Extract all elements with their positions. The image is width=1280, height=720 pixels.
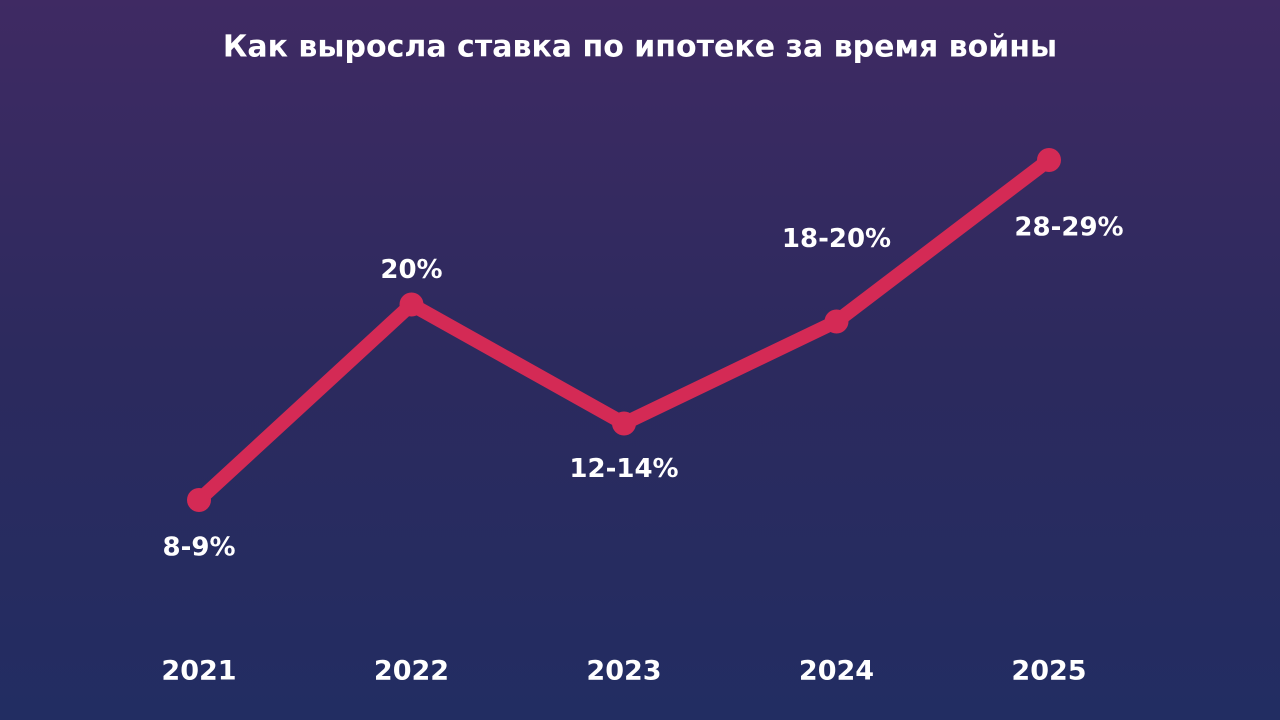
x-tick-label: 2021 [161,656,236,687]
data-label: 8-9% [162,533,235,563]
data-point [187,488,211,512]
data-label: 28-29% [1014,213,1123,243]
x-tick-label: 2024 [799,656,874,687]
data-point [399,292,424,317]
x-tick-label: 2023 [586,656,661,687]
data-label: 20% [380,255,442,285]
data-label: 12-14% [569,454,678,484]
data-point [1037,148,1061,172]
x-tick-label: 2022 [374,656,449,687]
x-tick-label: 2025 [1011,656,1086,687]
data-point [824,309,849,334]
chart-title: Как выросла ставка по ипотеке за время в… [223,30,1057,65]
data-label: 18-20% [782,224,891,254]
data-point [612,411,636,436]
